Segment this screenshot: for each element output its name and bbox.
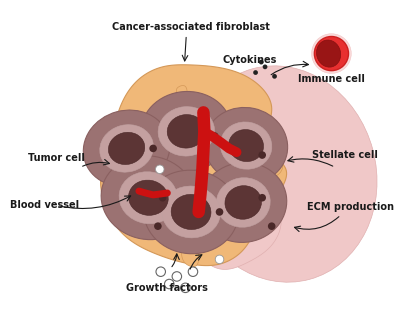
- Ellipse shape: [108, 132, 145, 164]
- Circle shape: [216, 208, 223, 216]
- Text: ECM production: ECM production: [307, 202, 394, 212]
- Polygon shape: [199, 188, 281, 269]
- Text: Growth factors: Growth factors: [126, 283, 208, 293]
- Polygon shape: [113, 179, 142, 224]
- Ellipse shape: [204, 107, 288, 184]
- Ellipse shape: [312, 34, 351, 74]
- Circle shape: [188, 267, 198, 276]
- Text: Stellate cell: Stellate cell: [312, 150, 378, 160]
- Ellipse shape: [128, 180, 168, 215]
- Circle shape: [181, 283, 190, 293]
- Text: Blood vessel: Blood vessel: [10, 200, 79, 210]
- Ellipse shape: [158, 107, 214, 156]
- Ellipse shape: [171, 194, 211, 230]
- Text: Cancer-associated fibroblast: Cancer-associated fibroblast: [112, 22, 270, 32]
- Ellipse shape: [144, 170, 238, 254]
- Ellipse shape: [225, 186, 262, 219]
- Circle shape: [263, 65, 268, 69]
- Circle shape: [272, 74, 277, 79]
- Circle shape: [268, 222, 276, 230]
- Ellipse shape: [162, 186, 220, 238]
- Circle shape: [159, 194, 166, 202]
- Ellipse shape: [200, 163, 287, 242]
- Ellipse shape: [101, 156, 196, 240]
- Ellipse shape: [100, 124, 154, 172]
- Text: Immune cell: Immune cell: [298, 74, 365, 84]
- Ellipse shape: [316, 40, 341, 67]
- Circle shape: [149, 145, 157, 152]
- Ellipse shape: [314, 37, 348, 71]
- Polygon shape: [255, 145, 283, 177]
- Circle shape: [258, 194, 266, 202]
- Circle shape: [164, 279, 174, 289]
- Ellipse shape: [83, 110, 170, 187]
- Circle shape: [253, 70, 258, 75]
- Text: Cytokines: Cytokines: [223, 55, 277, 65]
- Ellipse shape: [229, 129, 264, 162]
- Circle shape: [172, 272, 182, 281]
- Ellipse shape: [141, 91, 232, 171]
- Circle shape: [156, 165, 164, 173]
- Ellipse shape: [185, 66, 377, 282]
- Ellipse shape: [167, 115, 206, 148]
- Circle shape: [211, 132, 218, 140]
- Circle shape: [154, 222, 162, 230]
- Circle shape: [259, 60, 264, 65]
- Polygon shape: [182, 222, 199, 267]
- Circle shape: [258, 151, 266, 159]
- Polygon shape: [171, 85, 189, 155]
- Ellipse shape: [119, 172, 178, 224]
- Polygon shape: [100, 65, 287, 266]
- Ellipse shape: [216, 178, 270, 227]
- Circle shape: [156, 267, 166, 276]
- Text: Tumor cell: Tumor cell: [28, 153, 85, 163]
- Ellipse shape: [220, 122, 272, 169]
- Circle shape: [215, 255, 224, 264]
